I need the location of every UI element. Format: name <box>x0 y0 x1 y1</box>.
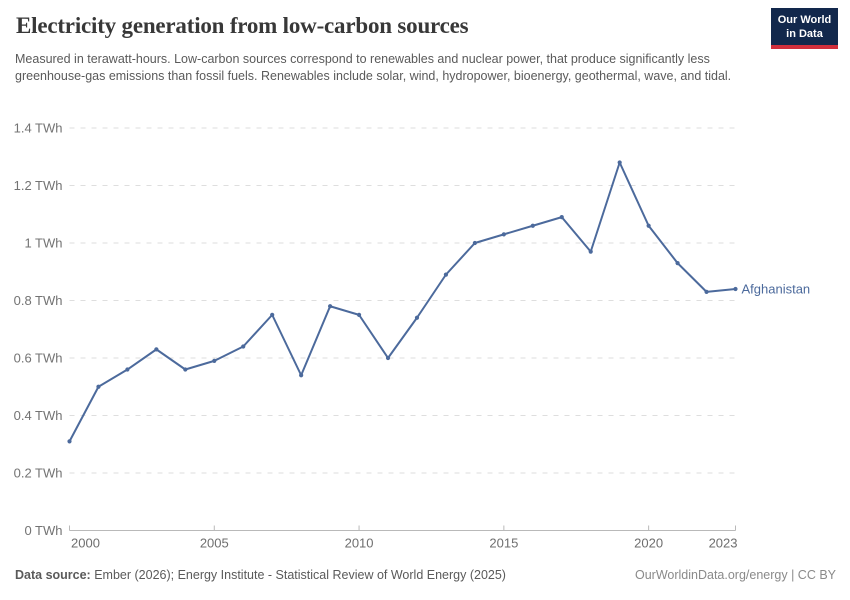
x-axis-tick-label: 2023 <box>709 536 738 551</box>
data-point[interactable] <box>96 384 101 389</box>
data-point[interactable] <box>183 367 188 372</box>
data-point[interactable] <box>530 223 535 228</box>
chart-footer: Data source: Ember (2026); Energy Instit… <box>15 567 836 583</box>
owid-logo[interactable]: Our World in Data <box>771 8 838 49</box>
data-point[interactable] <box>125 367 130 372</box>
data-point[interactable] <box>154 347 159 352</box>
data-point[interactable] <box>559 215 564 220</box>
data-point[interactable] <box>472 240 477 246</box>
y-axis-tick-label: 1.4 TWh <box>14 121 63 136</box>
data-point[interactable] <box>299 373 304 378</box>
data-point[interactable] <box>385 355 391 361</box>
x-axis-tick-label: 2005 <box>200 536 229 551</box>
data-point[interactable] <box>443 272 449 277</box>
y-axis-tick-label: 0.6 TWh <box>14 351 63 366</box>
chart-subtitle: Measured in terawatt-hours. Low-carbon s… <box>15 52 732 84</box>
data-point[interactable] <box>588 249 593 254</box>
logo-line-2: in Data <box>786 28 823 40</box>
data-point[interactable] <box>704 289 709 294</box>
x-axis-tick-label: 2015 <box>489 536 518 551</box>
x-axis-tick-label: 2000 <box>71 536 100 551</box>
data-point[interactable] <box>356 312 362 317</box>
y-axis-tick-label: 1 TWh <box>24 236 62 251</box>
y-axis-tick-label: 0.8 TWh <box>14 293 63 308</box>
data-point[interactable] <box>212 358 217 363</box>
y-axis-tick-label: 1.2 TWh <box>14 178 63 193</box>
data-source-label: Data source: <box>15 568 91 582</box>
entity-label[interactable]: Afghanistan <box>742 282 811 297</box>
credit-link[interactable]: OurWorldinData.org/energy | CC BY <box>634 568 836 582</box>
data-point[interactable] <box>501 232 506 237</box>
data-point[interactable] <box>328 304 333 309</box>
chart-title: Electricity generation from low-carbon s… <box>16 13 469 38</box>
data-point[interactable] <box>646 223 651 228</box>
data-point[interactable] <box>270 312 275 317</box>
data-point[interactable] <box>617 160 622 165</box>
data-source-text: Ember (2026); Energy Institute - Statist… <box>90 568 506 582</box>
y-axis-tick-label: 0.4 TWh <box>14 408 63 423</box>
logo-line-1: Our World <box>777 14 832 26</box>
data-point[interactable] <box>733 286 738 292</box>
data-point[interactable] <box>675 261 680 266</box>
x-axis-tick-label: 2020 <box>634 536 663 551</box>
x-axis-tick-label: 2010 <box>345 536 374 551</box>
data-point[interactable] <box>241 344 246 349</box>
series-line[interactable] <box>68 161 737 443</box>
y-axis-tick-label: 0.2 TWh <box>14 466 63 481</box>
y-axis-tick-label: 0 TWh <box>24 523 62 538</box>
data-point[interactable] <box>67 439 72 444</box>
data-source: Data source: Ember (2026); Energy Instit… <box>15 567 506 583</box>
data-point[interactable] <box>414 315 420 320</box>
